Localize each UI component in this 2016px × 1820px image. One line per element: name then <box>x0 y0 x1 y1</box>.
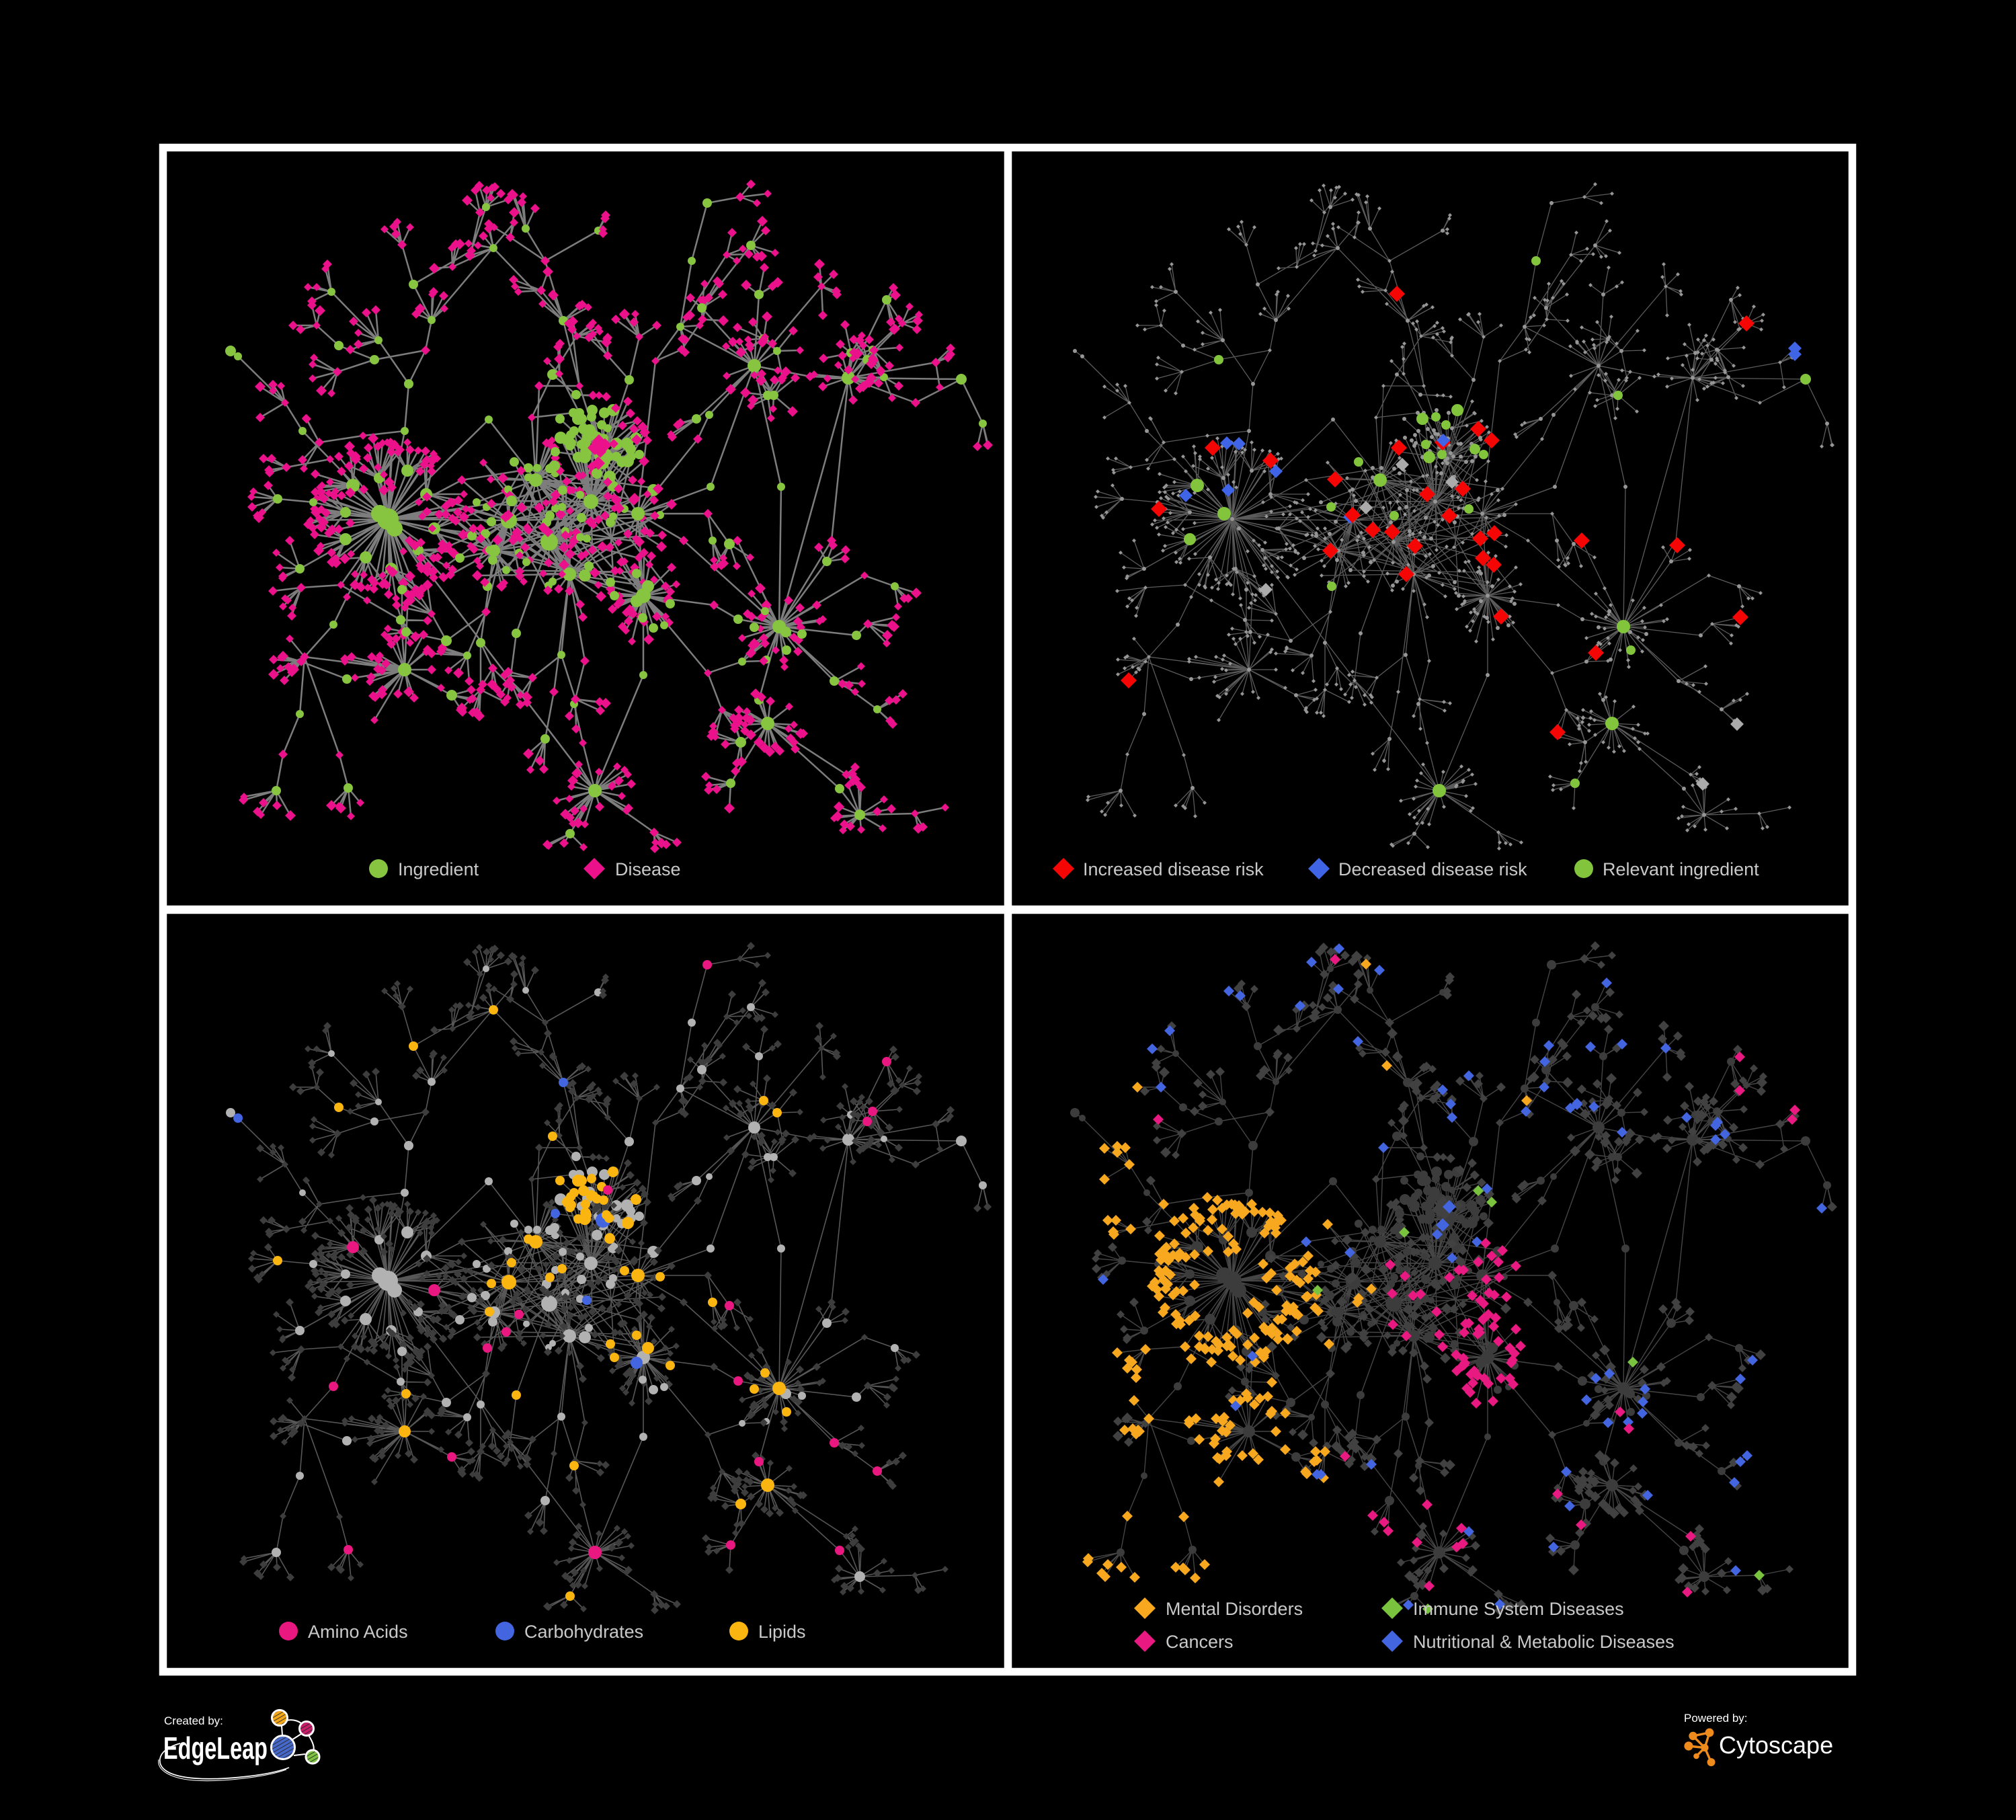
svg-text:Decreased disease risk: Decreased disease risk <box>1338 859 1527 879</box>
svg-text:Amino Acids: Amino Acids <box>308 1622 408 1642</box>
svg-text:Carbohydrates: Carbohydrates <box>524 1622 643 1642</box>
svg-text:Ingredient: Ingredient <box>398 859 479 879</box>
svg-text:Relevant ingredient: Relevant ingredient <box>1603 859 1759 879</box>
svg-text:Nutritional & Metabolic Diseas: Nutritional & Metabolic Diseases <box>1413 1632 1675 1652</box>
svg-text:Immune System Diseases: Immune System Diseases <box>1413 1599 1624 1619</box>
svg-text:Cancers: Cancers <box>1166 1632 1234 1652</box>
svg-text:Powered by:: Powered by: <box>1684 1712 1748 1725</box>
svg-text:Disease: Disease <box>615 859 681 879</box>
svg-text:EdgeLeap: EdgeLeap <box>163 1731 268 1766</box>
svg-text:Mental Disorders: Mental Disorders <box>1166 1599 1303 1619</box>
svg-text:Cytoscape: Cytoscape <box>1719 1731 1833 1759</box>
svg-text:Increased disease risk: Increased disease risk <box>1083 859 1264 879</box>
svg-text:Created by:: Created by: <box>164 1714 223 1727</box>
svg-text:Lipids: Lipids <box>758 1622 806 1642</box>
